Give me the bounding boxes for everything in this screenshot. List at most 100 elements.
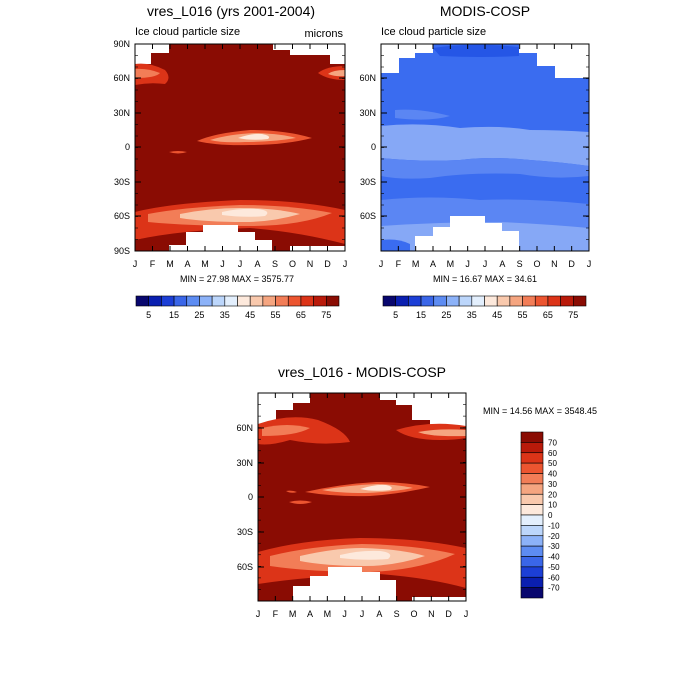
panel-3-north-band-right-inner (418, 429, 466, 437)
panel-1-colorbar: 5 15 25 35 45 55 65 75 (135, 295, 340, 320)
panel-2-plot-area (381, 44, 589, 251)
panel-2-colorbar-swatch (496, 295, 511, 307)
panel-1-x-tick-label: A (254, 259, 260, 269)
panel-2-colorbar: 5 15 25 35 45 55 65 75 (382, 295, 587, 320)
panel-1-subtitle: Ice cloud particle size (135, 26, 240, 38)
panel-1-x-tick-label: N (307, 259, 314, 269)
panel-1-units: microns (304, 28, 343, 40)
panel-3-x-tick-label: M (289, 609, 297, 619)
panel-2-colorbar-swatch (433, 295, 447, 307)
panel-1-x-tick-label: J (343, 259, 348, 269)
panel-3-missing-south (293, 567, 396, 601)
panel-3-colorbar-tick-label: -70 (548, 584, 560, 593)
panel-2-colorbar-tick-label: 55 (518, 310, 528, 320)
panel-1-colorbar-swatch (211, 295, 226, 307)
panel-1-colorbar-swatch (313, 295, 327, 307)
panel-1-y-tick-label: 0 (125, 142, 130, 152)
panel-3-colorbar-swatch (520, 525, 544, 537)
panel-3-x-tick-label: N (428, 609, 435, 619)
panel-2-colorbar-tick-label: 75 (568, 310, 578, 320)
panel-3-x-tick-label: J (256, 609, 261, 619)
panel-2-colorbar-swatch (522, 295, 536, 307)
panel-2-title: MODIS-COSP (440, 3, 530, 19)
panel-1-south-band-core (222, 208, 268, 217)
panel-1-colorbar-tick-label: 35 (220, 310, 230, 320)
panel-1-x-tick-label: M (166, 259, 174, 269)
panel-3-colorbar-swatch (520, 576, 544, 588)
panel-2-colorbar-swatch (458, 295, 473, 307)
panel-1-colorbar-swatch (173, 295, 188, 307)
panel-2-colorbar-swatch (446, 295, 460, 307)
panel-1-colorbar-swatch (186, 295, 200, 307)
panel-3-colorbar-swatch (520, 504, 544, 516)
panel-1-colorbar-tick-label: 45 (245, 310, 255, 320)
panel-2-south-dark (381, 239, 410, 251)
panel-2-missing-north (381, 44, 433, 73)
panel-3-colorbar-swatch (520, 473, 544, 485)
panel-3-colorbar-tick-label: -40 (548, 553, 560, 562)
panel-2-x-tick-label: A (499, 259, 505, 269)
panel-2-band-light-1 (381, 124, 589, 166)
panel-1-colorbar-swatch (275, 295, 289, 307)
panel-1-north-band-right-inner (328, 70, 345, 77)
panel-3-colorbar-tick-label: 50 (548, 459, 557, 468)
panel-1-y-tick-label: 30S (114, 177, 130, 187)
panel-1-colorbar-swatch (148, 295, 162, 307)
panel-1-colorbar-swatch (237, 295, 251, 307)
panel-3-colorbar-swatch (520, 431, 544, 443)
panel-3-x-tick-label: J (360, 609, 365, 619)
panel-1-x-tick-label: S (272, 259, 278, 269)
panel-2-colorbar-swatch (408, 295, 422, 307)
panel-2-x-tick-label: J (587, 259, 592, 269)
panel-3-x-tick-label: J (464, 609, 469, 619)
panel-3-y-tick-label: 60N (236, 423, 253, 433)
panel-3-missing-north-right (380, 393, 466, 428)
panel-1-colorbar-swatch (161, 295, 175, 307)
panel-2-y-tick-label: 30N (359, 108, 376, 118)
panel-2-y-tick-label: 0 (371, 142, 376, 152)
panel-3-colorbar-tick-label: 30 (548, 480, 557, 489)
panel-2-x-tick-label: J (465, 259, 470, 269)
panel-1-colorbar-tick-label: 75 (321, 310, 331, 320)
panel-1-y-tick-label: 90S (114, 246, 130, 256)
panel-2-missing-north-right (519, 44, 589, 78)
panel-2-colorbar-swatch (395, 295, 409, 307)
panel-1-x-tick-label: J (133, 259, 138, 269)
panel-1-colorbar-swatch (287, 295, 302, 307)
panel-3-north-band-left (258, 417, 350, 445)
panel-3-x-tick-label: O (410, 609, 417, 619)
panel-3-x-tick-label: J (342, 609, 347, 619)
panel-1-x-tick-label: O (289, 259, 296, 269)
panel-2-colorbar-tick-label: 5 (393, 310, 398, 320)
panel-3-north-band-left-inner (262, 425, 310, 436)
panel-1-north-band-left-inner (135, 68, 160, 78)
panel-3-y-tick-label: 60S (237, 562, 253, 572)
panel-3-colorbar-tick-label: -50 (548, 563, 560, 572)
panel-2-colorbar-swatch (471, 295, 485, 307)
panel-3-colorbar-swatch (520, 493, 544, 505)
panel-1-colorbar-tick-label: 5 (146, 310, 151, 320)
panel-3-colorbar-tick-label: -30 (548, 542, 560, 551)
panel-1-tropical-band-inner (238, 133, 270, 140)
panel-1-colorbar-swatch (199, 295, 213, 307)
panel-3-colorbar-swatch (520, 462, 544, 474)
panel-3-colorbar-swatch (520, 452, 544, 464)
panel-2-lower-mid (381, 197, 589, 228)
panel-1-colorbar-swatch (262, 295, 276, 307)
panel-3-colorbar-swatch (520, 535, 544, 547)
panel-3-small-spot (289, 500, 312, 504)
panel-2-band-light-2 (395, 109, 450, 120)
panel-3-y-tick-label: 30N (236, 458, 253, 468)
panel-1-colorbar-tick-label: 55 (271, 310, 281, 320)
panel-1-plot-area (135, 44, 345, 251)
panel-3-colorbar-swatch (520, 556, 544, 568)
panel-1-south-left-shade (135, 237, 169, 247)
panel-3-x-tick-label: M (324, 609, 332, 619)
panel-2-colorbar-swatch (509, 295, 523, 307)
panel-3-x-tick-label: A (307, 609, 313, 619)
panel-1-missing-south-right (290, 246, 345, 251)
panel-2-colorbar-tick-label: 65 (543, 310, 553, 320)
